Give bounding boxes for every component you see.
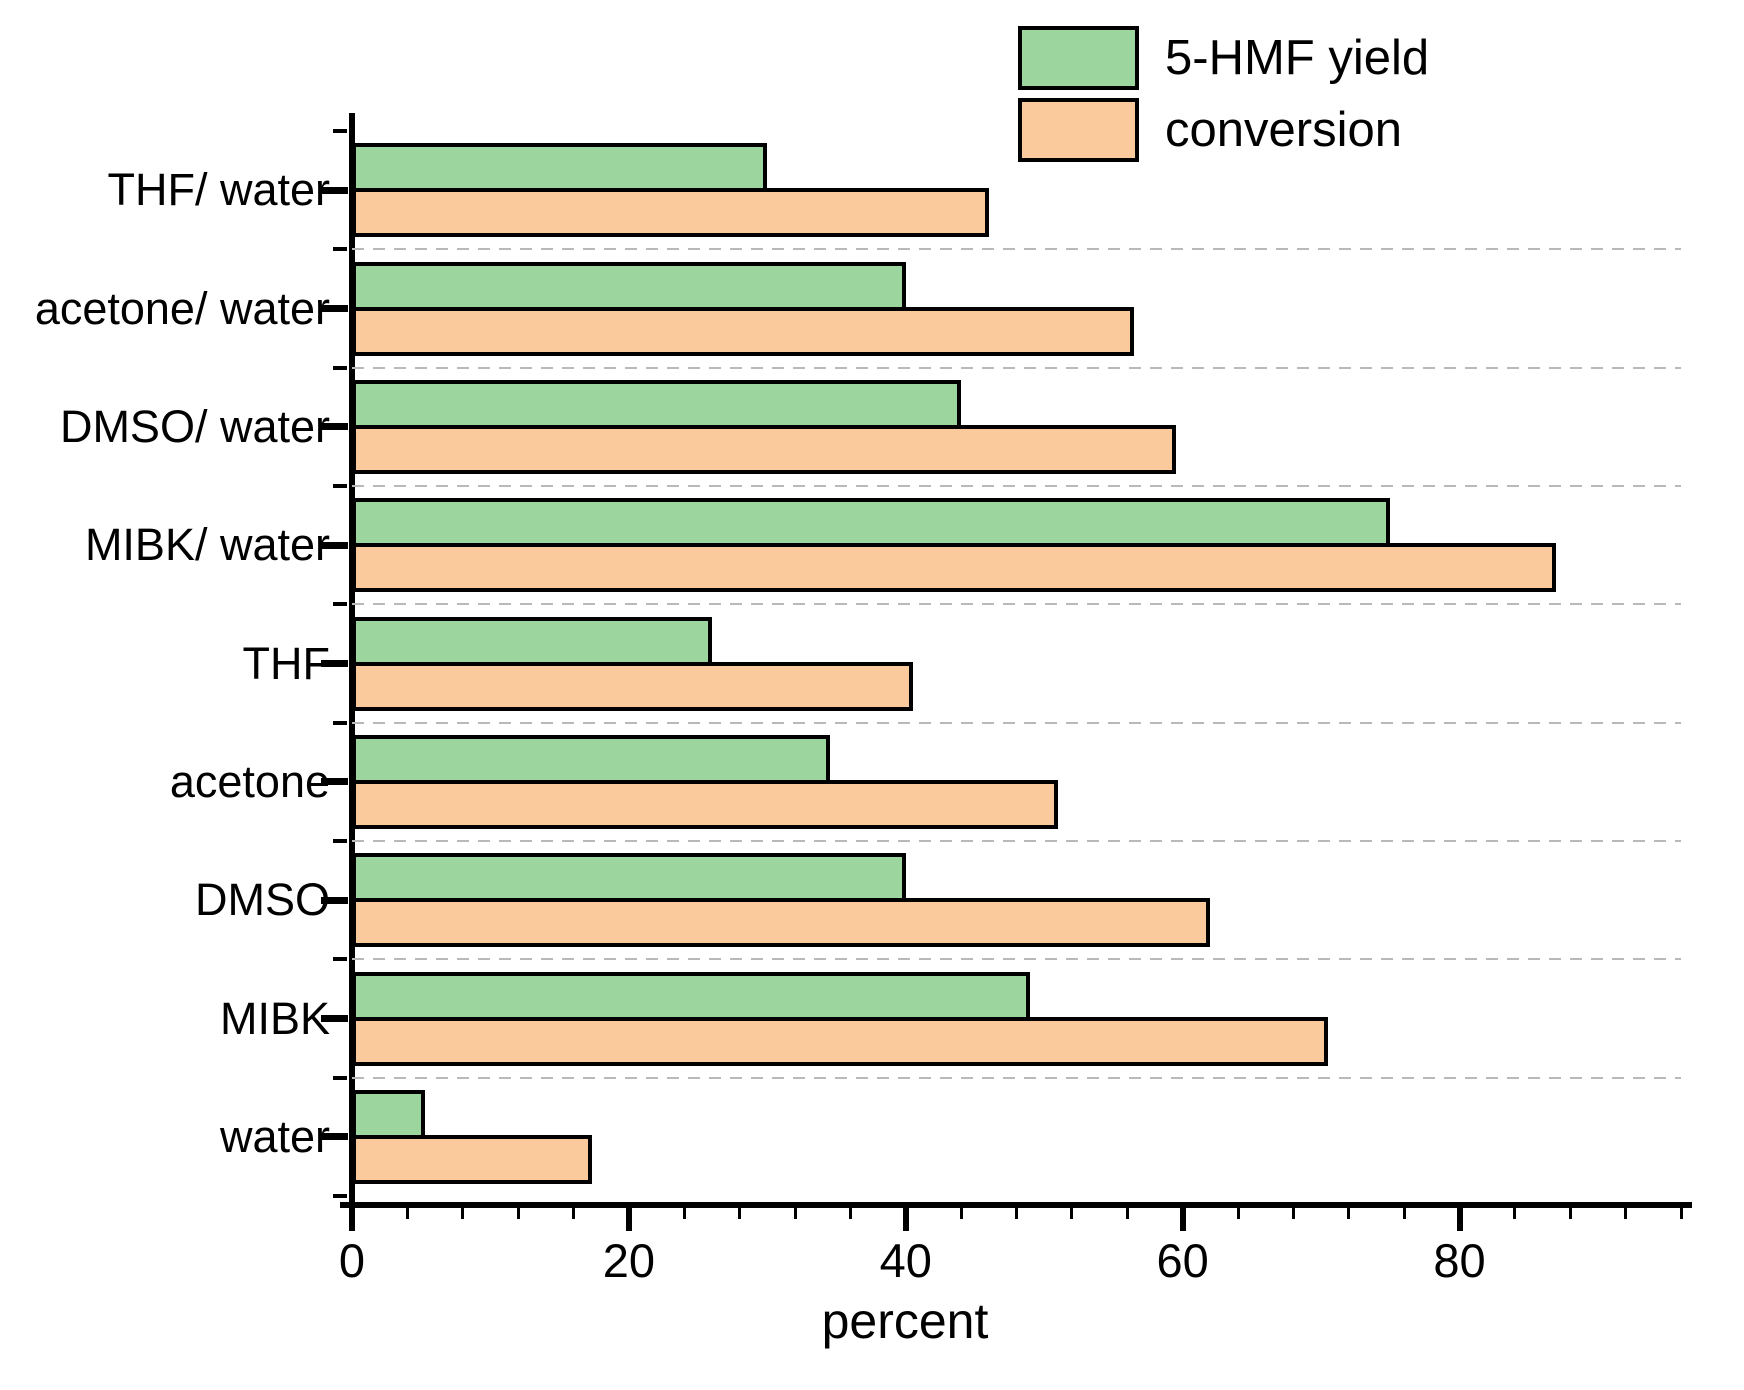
y-axis-minor-tick [333, 365, 347, 370]
legend-label-conversion: conversion [1165, 103, 1402, 157]
y-axis-major-tick [321, 1015, 348, 1022]
x-axis-minor-tick [1347, 1205, 1351, 1219]
y-axis-major-tick [321, 541, 348, 549]
bar-5hmf-yield [352, 498, 1391, 548]
bar-conversion [352, 306, 1135, 356]
x-axis-major-tick [1179, 1205, 1186, 1231]
x-tick-label: 20 [602, 1234, 656, 1287]
category-separator-gridline [352, 1076, 1681, 1079]
category-separator-gridline [352, 248, 1681, 251]
x-axis-minor-tick [1125, 1205, 1129, 1219]
plot-area [321, 113, 1692, 1231]
category-separator-gridline [352, 840, 1681, 842]
x-axis-minor-tick [1015, 1205, 1018, 1219]
y-axis-major-tick [321, 186, 348, 194]
x-axis-minor-tick [1402, 1205, 1406, 1219]
bar-conversion [352, 898, 1211, 948]
x-tick-label: 40 [879, 1234, 932, 1287]
y-axis-minor-tick [333, 839, 347, 843]
legend: 5-HMF yield conversion [1018, 26, 1429, 170]
x-axis-minor-tick [405, 1205, 409, 1219]
x-axis-minor-tick [1291, 1205, 1295, 1219]
x-axis-major-tick [625, 1205, 632, 1231]
x-tick-label: 60 [1156, 1234, 1209, 1287]
y-axis-minor-tick [333, 720, 347, 725]
bar-5hmf-yield [352, 971, 1031, 1021]
bar-conversion [352, 543, 1557, 593]
x-axis-minor-tick [738, 1205, 742, 1219]
x-axis-major-tick [349, 1205, 355, 1231]
x-axis-minor-tick [572, 1205, 575, 1219]
category-separator-gridline [352, 366, 1681, 369]
y-axis-minor-tick [333, 957, 347, 962]
y-axis-major-tick [321, 778, 348, 786]
x-axis-minor-tick [1070, 1205, 1074, 1219]
category-separator-gridline [352, 603, 1681, 606]
x-axis-minor-tick [682, 1205, 686, 1219]
y-axis-major-tick [321, 305, 348, 312]
y-axis-major-tick [321, 896, 348, 904]
x-axis-minor-tick [1624, 1205, 1628, 1219]
bar-conversion [352, 1016, 1328, 1066]
bar-conversion [352, 661, 913, 711]
bar-conversion [352, 779, 1058, 829]
bar-5hmf-yield [352, 616, 712, 666]
y-axis-minor-tick [333, 129, 347, 133]
category-separator-gridline [352, 485, 1681, 487]
y-axis-major-tick [321, 660, 348, 667]
x-axis-minor-tick [1236, 1205, 1240, 1219]
y-axis-major-tick [321, 423, 348, 431]
x-axis-minor-tick [461, 1205, 465, 1219]
legend-item-yield: 5-HMF yield [1018, 26, 1429, 90]
y-axis-major-tick [321, 1133, 348, 1141]
x-axis-major-tick [1456, 1205, 1463, 1231]
y-axis-minor-tick [333, 1075, 347, 1080]
category-label: acetone/ water [34, 282, 330, 334]
bar-conversion [352, 424, 1176, 474]
category-label: water [219, 1110, 330, 1162]
yield-color-swatch [1018, 26, 1139, 90]
x-axis-minor-tick [793, 1205, 797, 1219]
x-tick-label: 80 [1433, 1234, 1486, 1287]
y-axis-minor-tick [333, 1194, 347, 1198]
category-label: THF/ water [107, 164, 330, 216]
x-axis-minor-tick [848, 1205, 852, 1219]
bar-5hmf-yield [352, 1089, 426, 1139]
category-label: acetone [169, 755, 330, 807]
x-axis-minor-tick [959, 1205, 963, 1219]
bar-5hmf-yield [352, 734, 830, 784]
category-label: DMSO/ water [59, 400, 330, 452]
category-separator-gridline [352, 721, 1681, 724]
bar-5hmf-yield [352, 261, 906, 311]
legend-item-conversion: conversion [1018, 98, 1429, 162]
bar-conversion [352, 1134, 592, 1184]
y-axis-minor-tick [333, 602, 347, 607]
x-axis-minor-tick [516, 1205, 520, 1219]
conversion-color-swatch [1018, 98, 1139, 162]
legend-label-yield: 5-HMF yield [1165, 31, 1430, 85]
bar-conversion [352, 188, 989, 238]
bar-5hmf-yield [352, 379, 962, 429]
x-axis-minor-tick [1679, 1205, 1683, 1219]
bar-5hmf-yield [352, 143, 768, 193]
x-axis-major-tick [902, 1205, 909, 1231]
bar-5hmf-yield [352, 853, 906, 903]
category-label: THF [242, 637, 330, 689]
category-label: MIBK/ water [84, 519, 330, 571]
category-separator-gridline [352, 958, 1681, 961]
category-label: DMSO [195, 874, 330, 926]
x-axis-minor-tick [1513, 1205, 1517, 1219]
category-label: MIBK [219, 992, 330, 1044]
x-axis-title: percent [821, 1293, 989, 1349]
y-axis-minor-tick [333, 484, 347, 488]
x-axis-minor-tick [1568, 1205, 1572, 1219]
y-axis-minor-tick [333, 247, 347, 252]
x-tick-label: 0 [338, 1234, 366, 1287]
